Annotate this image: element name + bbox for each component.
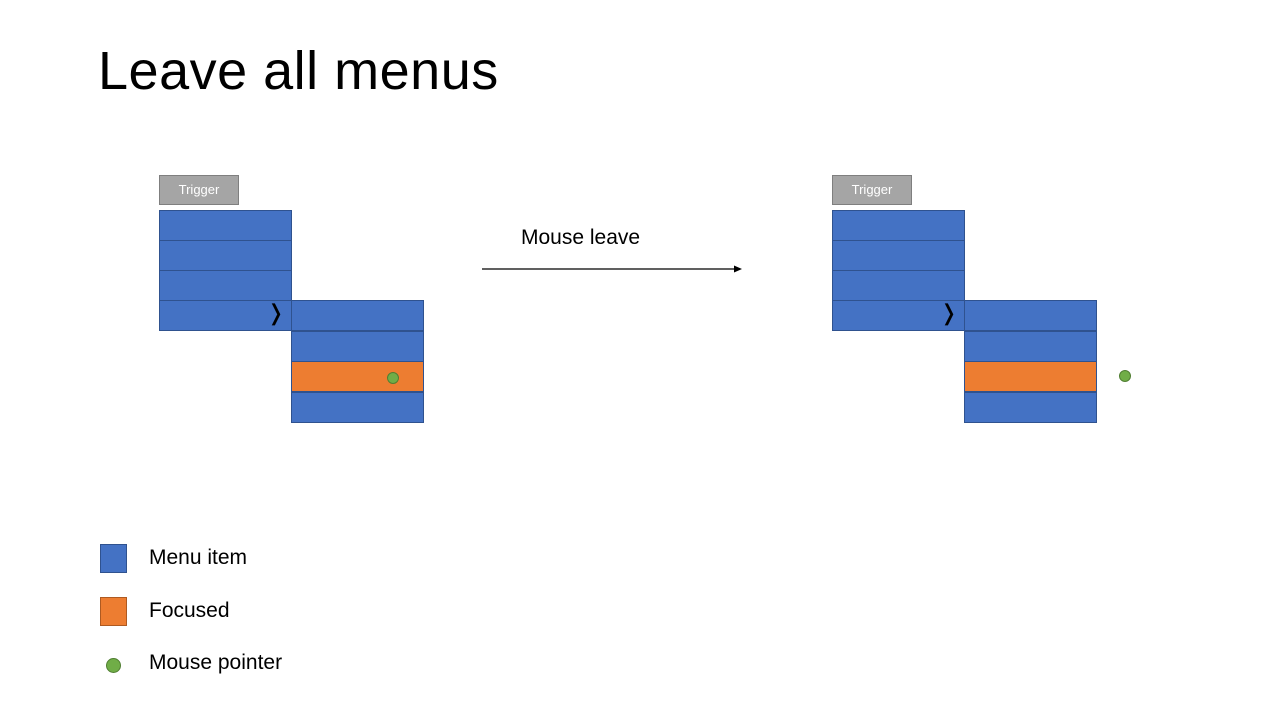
submenu-item-focused[interactable] [964,361,1097,392]
submenu-item[interactable] [964,300,1097,331]
menu-item[interactable] [159,240,292,271]
legend-label: Menu item [149,546,248,569]
menu-item[interactable] [159,210,292,241]
submenu-item[interactable] [964,331,1097,362]
mouse-pointer [1119,370,1131,382]
legend-swatch-mouse-pointer [106,658,121,673]
trigger-button[interactable]: Trigger [159,175,239,205]
legend-swatch-focused [100,597,127,626]
transition-arrow [482,265,742,273]
submenu-item[interactable] [964,392,1097,423]
legend-label: Focused [149,599,230,622]
menu-item[interactable] [832,270,965,301]
menu-item[interactable] [832,210,965,241]
menu-item[interactable] [832,240,965,271]
menu-item-with-submenu[interactable]: ❭ [832,300,965,331]
legend-label: Mouse pointer [149,651,283,674]
submenu-item[interactable] [291,392,424,423]
submenu-item[interactable] [291,331,424,362]
menu-item[interactable] [159,270,292,301]
chevron-right-icon: ❭ [266,301,285,326]
transition-label: Mouse leave [521,226,641,249]
mouse-pointer [387,372,399,384]
chevron-right-icon: ❭ [939,301,958,326]
submenu-item[interactable] [291,300,424,331]
trigger-button[interactable]: Trigger [832,175,912,205]
submenu-item-focused[interactable] [291,361,424,392]
legend-swatch-menu-item [100,544,127,573]
menu-item-with-submenu[interactable]: ❭ [159,300,292,331]
slide-title: Leave all menus [98,41,499,101]
